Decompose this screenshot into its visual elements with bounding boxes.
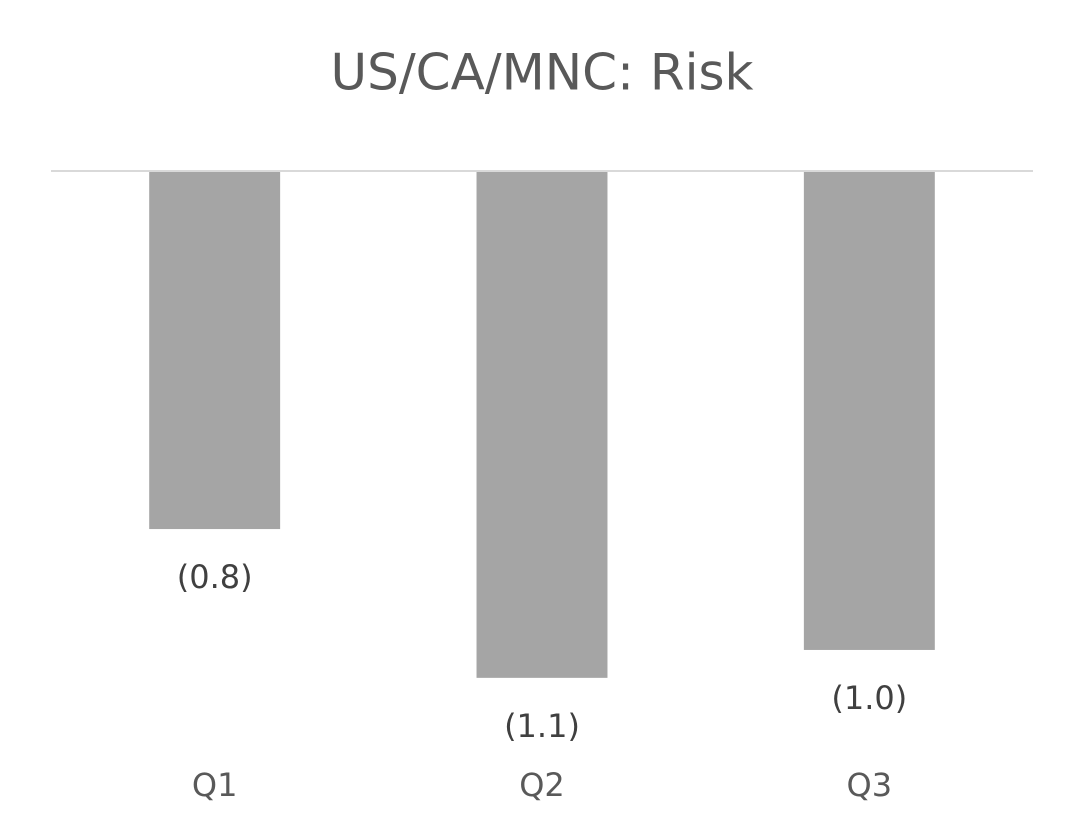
bar [476, 171, 608, 678]
bar [149, 171, 281, 530]
x-tick-label: Q1 [192, 766, 238, 804]
data-label: (1.1) [504, 707, 580, 745]
data-label: (1.0) [831, 679, 907, 717]
chart-title: US/CA/MNC: Risk [331, 44, 754, 102]
x-tick-label: Q3 [847, 766, 893, 804]
x-tick-label: Q2 [519, 766, 565, 804]
bar [803, 171, 935, 650]
data-label: (0.8) [177, 558, 253, 596]
